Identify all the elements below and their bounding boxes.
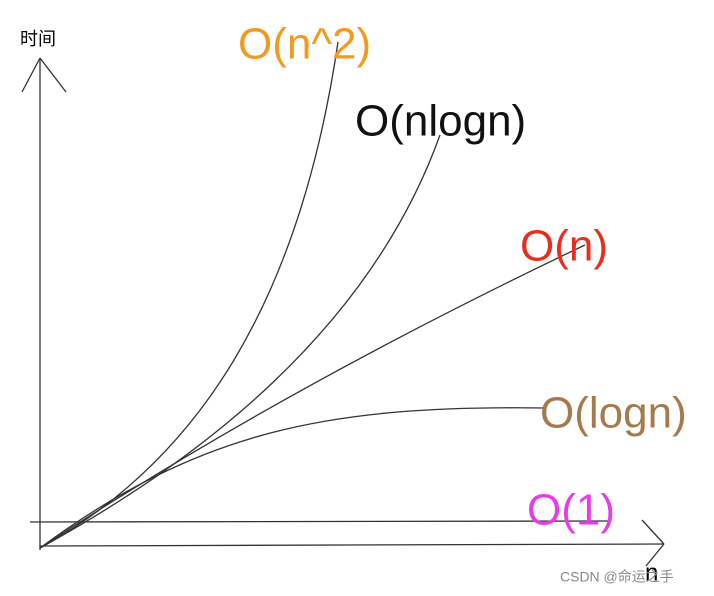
curve-label: O(nlogn) [355,97,526,146]
x-axis [39,543,665,547]
curve-label: O(1) [527,486,615,535]
watermark: CSDN @命运之手 [560,569,674,585]
curve-nlogn [39,134,441,549]
y-arrow [39,57,67,93]
x-arrow [645,543,665,567]
y-axis-label: 时间 [20,29,56,49]
x-arrow [641,519,665,545]
curve-n [39,244,586,549]
curve-label: O(n) [520,222,608,271]
curve-label: O(n^2) [238,20,371,69]
x-axis-label: n [645,559,658,586]
curve-o1 [29,520,611,523]
curve-n2 [39,41,339,549]
curve-label: O(logn) [540,389,687,438]
y-arrow [21,57,41,93]
curve-logn [39,407,546,549]
